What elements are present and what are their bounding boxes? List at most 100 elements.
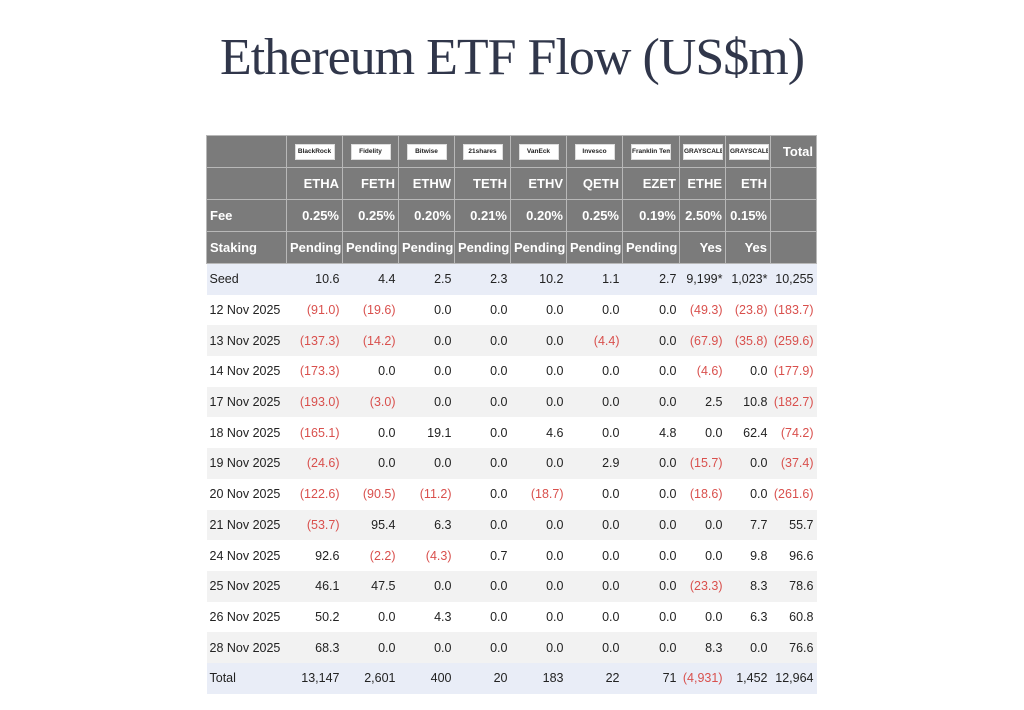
ticker-row-cell: ETH <box>725 167 771 200</box>
fee-row-cell: 0.15% <box>725 199 771 232</box>
issuer-cell: Bitwise <box>398 135 455 168</box>
flow-value: 9,199* <box>686 272 723 287</box>
flow-value: 0.0 <box>490 579 508 594</box>
row-label: Total <box>209 671 236 686</box>
table-row: 21 Nov 2025 (53.7) 95.4 6.3 0.0 0.0 0.0 0.0 0.0 7… <box>206 509 817 541</box>
flow-value: 0.0 <box>546 333 564 348</box>
row-label: 17 Nov 2025 <box>209 395 281 410</box>
flow-value: 0.0 <box>602 364 620 379</box>
issuer-cell: GRAYSCALE <box>679 135 726 168</box>
fee-row-cell: 0.25% <box>286 199 343 232</box>
flow-value: (49.3) <box>689 303 723 318</box>
issuer-cell: VanEck <box>510 135 567 168</box>
flow-value: 13,147 <box>301 671 340 686</box>
flow-value: 2.5 <box>434 272 452 287</box>
flow-value: 0.0 <box>490 425 508 440</box>
flow-value: 4.6 <box>546 425 564 440</box>
flow-value: (18.7) <box>530 487 564 502</box>
issuer-logo: Franklin Templeton <box>631 143 671 160</box>
flow-value: 0.0 <box>659 548 677 563</box>
flow-value: (74.2) <box>780 425 814 440</box>
flow-value: (137.3) <box>299 333 340 348</box>
flow-value: 71 <box>662 671 677 686</box>
flow-value: 22 <box>605 671 620 686</box>
table-row: 26 Nov 2025 50.2 0.0 4.3 0.0 0.0 0.0 0.0 0.0 6.3 6… <box>206 601 817 633</box>
row-label: 19 Nov 2025 <box>209 456 281 471</box>
flow-value: 0.0 <box>546 395 564 410</box>
fee-row: Fee 0.25% 0.25% 0.20% 0.21% 0.20% 0.25% 0.19% 2.… <box>206 199 817 232</box>
staking-row: Staking Pending Pending Pending Pending Pendi… <box>206 231 817 264</box>
flow-value: 0.0 <box>546 364 564 379</box>
fee-row-total <box>770 199 817 232</box>
flow-value: 0.0 <box>546 579 564 594</box>
flow-value: 0.0 <box>750 364 768 379</box>
flow-value: 76.6 <box>789 640 814 655</box>
flow-value: 0.0 <box>490 303 508 318</box>
table-row: 25 Nov 2025 46.1 47.5 0.0 0.0 0.0 0.0 0.0 (23.3)… <box>206 570 817 602</box>
issuer-cell: 21shares <box>454 135 511 168</box>
issuer-logo: Fidelity <box>350 143 391 160</box>
issuer-logo: BlackRock <box>294 143 335 160</box>
table-row: 12 Nov 2025 (91.0) (19.6) 0.0 0.0 0.0 0.0 0.0 (4… <box>206 294 817 326</box>
staking-row-cell: Pending <box>566 231 623 264</box>
flow-value: (183.7) <box>773 303 814 318</box>
flow-value: 0.0 <box>602 640 620 655</box>
flow-value: (122.6) <box>299 487 340 502</box>
flow-value: 2.3 <box>490 272 508 287</box>
table-row: 19 Nov 2025 (24.6) 0.0 0.0 0.0 0.0 2.9 0.0 (15.7… <box>206 448 817 479</box>
row-label: 21 Nov 2025 <box>209 517 281 532</box>
flow-value: 0.0 <box>378 425 396 440</box>
flow-value: 0.0 <box>378 609 396 624</box>
flow-value: (24.6) <box>306 456 340 471</box>
flow-value: 0.0 <box>659 395 677 410</box>
flow-value: 0.0 <box>378 364 396 379</box>
issuer-logo: VanEck <box>518 143 559 160</box>
flow-value: 0.0 <box>659 640 677 655</box>
row-label: 14 Nov 2025 <box>209 364 281 379</box>
flow-value: (19.6) <box>362 303 396 318</box>
flow-value: 2,601 <box>364 671 396 686</box>
flow-value: 7.7 <box>750 517 768 532</box>
issuer-logo: Bitwise <box>406 143 447 160</box>
flow-value: 0.0 <box>434 303 452 318</box>
staking-row-cell: Pending <box>622 231 680 264</box>
flow-value: 4.3 <box>434 609 452 624</box>
flow-value: 0.0 <box>602 579 620 594</box>
flow-value: (15.7) <box>689 456 723 471</box>
flow-value: 0.0 <box>659 364 677 379</box>
ticker-row-cell: ETHV <box>510 167 567 200</box>
flow-value: 1,452 <box>736 671 768 686</box>
ticker-row-cell: QETH <box>566 167 623 200</box>
flow-value: 0.0 <box>378 456 396 471</box>
flow-value: 0.0 <box>434 456 452 471</box>
flow-value: 0.0 <box>434 579 452 594</box>
flow-value: 0.0 <box>602 609 620 624</box>
flow-value: 0.0 <box>490 609 508 624</box>
table-row: 24 Nov 2025 92.6 (2.2) (4.3) 0.7 0.0 0.0 0.0 0.0… <box>206 540 817 571</box>
fee-row-cell: 0.25% <box>342 199 399 232</box>
flow-value: 12,964 <box>775 671 814 686</box>
flow-value: 0.0 <box>659 579 677 594</box>
staking-row-cell: Pending <box>286 231 343 264</box>
flow-value: (165.1) <box>299 425 340 440</box>
ticker-row-cell: FETH <box>342 167 399 200</box>
flow-value: 0.0 <box>602 395 620 410</box>
flow-value: 0.0 <box>490 364 508 379</box>
row-label: 24 Nov 2025 <box>209 548 281 563</box>
issuer-cell: Fidelity <box>342 135 399 168</box>
ticker-row-cell: ETHE <box>679 167 726 200</box>
row-label: Seed <box>209 272 239 287</box>
flow-value: (4,931) <box>682 671 723 686</box>
flow-value: 2.5 <box>705 395 723 410</box>
staking-row-label: Staking <box>206 231 287 264</box>
flow-value: 78.6 <box>789 579 814 594</box>
ticker-row: ETHA FETH ETHW TETH ETHV QETH EZET ETHE ETH <box>206 167 817 200</box>
flow-value: 6.3 <box>750 609 768 624</box>
row-label: 20 Nov 2025 <box>209 487 281 502</box>
flow-value: 0.0 <box>659 487 677 502</box>
flow-value: 60.8 <box>789 609 814 624</box>
issuer-cell: Invesco <box>566 135 623 168</box>
staking-row-cell: Yes <box>679 231 726 264</box>
fee-row-cell: 0.21% <box>454 199 511 232</box>
flow-value: (67.9) <box>689 333 723 348</box>
